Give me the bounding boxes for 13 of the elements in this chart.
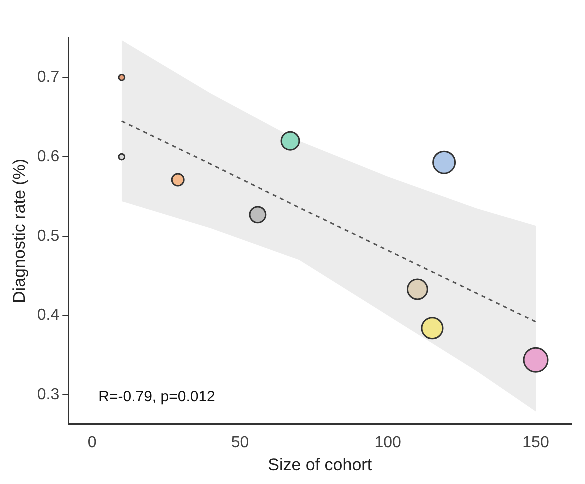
x-tick-label: 50 [231, 434, 250, 452]
y-tick-label: 0.5 [37, 228, 60, 245]
y-tick-label: 0.4 [37, 307, 60, 324]
y-tick-label: 0.6 [37, 148, 60, 166]
line-series [121, 120, 537, 323]
y-axis-title: Diagnostic rate (%) [10, 158, 29, 304]
annotation: R=-0.79, p=0.012 [98, 388, 216, 406]
y-tick-label: 0.3 [37, 386, 60, 404]
y-tick-label: 0.7 [37, 69, 60, 86]
x-tick-label: 100 [374, 434, 402, 452]
x-axis-title: Size of cohort [268, 455, 372, 474]
x-tick-label: 150 [522, 434, 550, 452]
x-tick-label: 0 [88, 434, 97, 452]
